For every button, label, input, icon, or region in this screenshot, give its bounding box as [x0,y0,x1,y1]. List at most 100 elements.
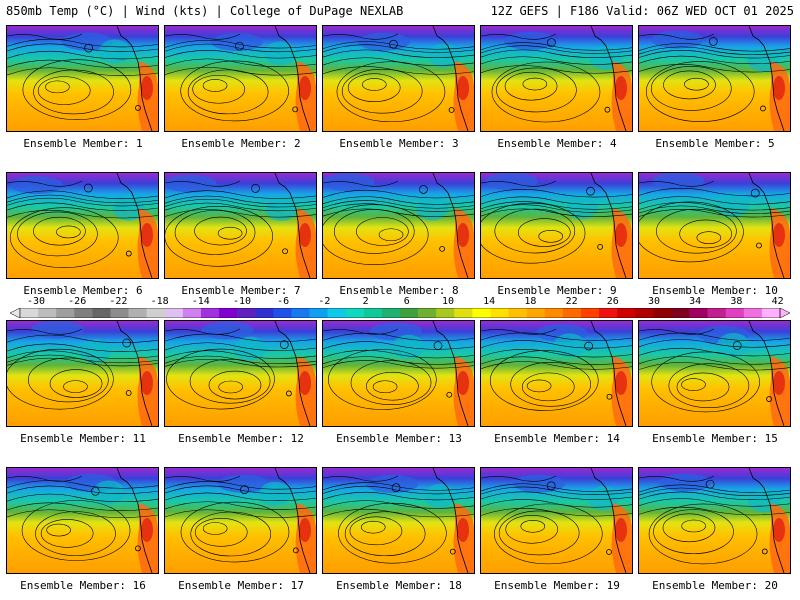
colorbar-swatch [237,308,256,318]
ensemble-member-map [164,172,317,279]
temperature-field [165,173,316,278]
colorbar-swatch [20,308,39,318]
ensemble-member-label: Ensemble Member: 2 [181,137,301,150]
colorbar-swatch [219,308,238,318]
colorbar-swatch [400,308,419,318]
ensemble-member-label: Ensemble Member: 18 [336,579,462,592]
ensemble-member-label: Ensemble Member: 5 [655,137,775,150]
ensemble-member-label: Ensemble Member: 11 [20,432,146,445]
colorbar-swatch [544,308,564,318]
temperature-field [7,173,158,278]
colorbar-swatch [580,308,600,318]
ensemble-member-label: Ensemble Member: 6 [23,284,143,297]
temperature-field [7,321,158,426]
colorbar-swatch [345,308,365,318]
temperature-field [323,173,474,278]
ensemble-member-label: Ensemble Member: 20 [652,579,778,592]
temperature-field [7,26,158,131]
colorbar-swatch [761,308,781,318]
colorbar-tick-label: -2 [318,296,331,307]
colorbar-tick-label: -26 [68,296,87,307]
colorbar-swatch [128,308,147,318]
ensemble-member-map [480,25,633,132]
colorbar-tick-label: 10 [441,296,455,307]
colorbar-swatch [418,308,437,318]
colorbar-swatch [56,308,75,318]
ensemble-member-map [322,320,475,427]
colorbar-swatch [635,308,654,318]
ensemble-member-label: Ensemble Member: 17 [178,579,304,592]
map-title: 850mb Temp (°C) | Wind (kts) | College o… [6,4,404,18]
colorbar-swatch [689,308,708,318]
colorbar-swatch [599,308,618,318]
ensemble-member-map [480,172,633,279]
colorbar-swatch [200,308,220,318]
temperature-colorbar [10,308,790,318]
colorbar-swatch [508,308,527,318]
ensemble-member-label: Ensemble Member: 1 [23,137,143,150]
ensemble-member-map [6,320,159,427]
colorbar-swatch [38,308,57,318]
colorbar-swatch [526,308,546,318]
colorbar-tick-label: -30 [26,296,46,307]
ensemble-member-label: Ensemble Member: 15 [652,432,778,445]
ensemble-member-map [322,467,475,574]
colorbar-tick-label: 2 [362,296,369,307]
colorbar-tick-label: -10 [232,296,252,307]
colorbar-swatch [74,308,93,318]
ensemble-member-label: Ensemble Member: 7 [181,284,301,297]
colorbar-swatch [653,308,672,318]
colorbar-tick-label: 26 [606,296,619,307]
ensemble-member-map [164,467,317,574]
colorbar-swatch [309,308,328,318]
temperature-field [323,321,474,426]
colorbar-swatch [671,308,690,318]
ensemble-member-map [638,172,791,279]
colorbar-swatch [454,308,473,318]
colorbar-swatch [255,308,274,318]
colorbar-swatch [273,308,292,318]
temperature-field [481,173,632,278]
colorbar-swatch [164,308,184,318]
colorbar-swatch [743,308,763,318]
temperature-field [481,26,632,131]
ensemble-member-label: Ensemble Member: 9 [497,284,617,297]
colorbar-swatch [291,308,310,318]
colorbar-tick-label: -18 [150,296,169,307]
colorbar-swatch [725,308,745,318]
ensemble-member-label: Ensemble Member: 10 [652,284,778,297]
ensemble-member-label: Ensemble Member: 4 [497,137,617,150]
ensemble-member-map [480,467,633,574]
ensemble-member-map [322,25,475,132]
temperature-field [639,468,790,573]
colorbar-swatch [707,308,727,318]
temperature-field [481,321,632,426]
run-valid-time: 12Z GEFS | F186 Valid: 06Z WED OCT 01 20… [490,4,794,18]
ensemble-member-label: Ensemble Member: 12 [178,432,304,445]
colorbar-swatch [617,308,636,318]
ensemble-member-map [6,467,159,574]
colorbar-tick-label: -6 [277,296,290,307]
colorbar-tick-label: 18 [524,296,537,307]
colorbar-tick-label: 30 [647,296,661,307]
ensemble-member-map [164,320,317,427]
temperature-field [481,468,632,573]
temperature-field [639,26,790,131]
temperature-field [165,26,316,131]
temperature-field [165,468,316,573]
ensemble-member-map [6,172,159,279]
temperature-field [165,321,316,426]
colorbar-swatch [110,308,129,318]
colorbar-tick-label: 38 [730,296,743,307]
colorbar-tick-label: 6 [403,296,410,307]
colorbar-tick-label: -22 [109,296,128,307]
colorbar-swatch [436,308,455,318]
ensemble-member-map [6,25,159,132]
ensemble-member-label: Ensemble Member: 8 [339,284,459,297]
colorbar-swatch [562,308,582,318]
colorbar-swatch [363,308,383,318]
colorbar-swatch [92,308,111,318]
colorbar-tick-label: 22 [565,296,578,307]
colorbar-tick-label: 42 [771,296,784,307]
temperature-field [323,26,474,131]
